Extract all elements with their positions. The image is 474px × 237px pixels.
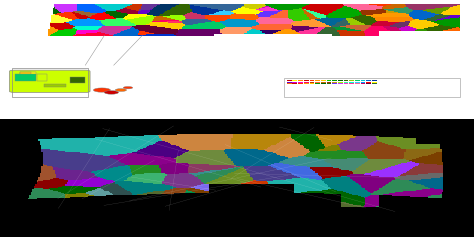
Bar bbox=[70, 77, 85, 83]
Bar bbox=[338, 82, 343, 83]
Bar bbox=[332, 80, 337, 81]
Bar bbox=[372, 83, 377, 84]
Bar bbox=[310, 83, 314, 84]
Bar bbox=[366, 83, 371, 84]
Bar bbox=[321, 80, 326, 81]
Bar bbox=[287, 80, 292, 81]
FancyBboxPatch shape bbox=[9, 70, 90, 92]
Bar bbox=[298, 82, 303, 83]
Bar bbox=[315, 82, 320, 83]
Circle shape bbox=[123, 87, 133, 89]
Circle shape bbox=[115, 89, 127, 91]
Bar bbox=[361, 82, 365, 83]
Bar bbox=[15, 74, 36, 81]
Bar bbox=[338, 80, 343, 81]
Bar bbox=[315, 83, 320, 84]
Bar bbox=[321, 82, 326, 83]
Circle shape bbox=[104, 91, 118, 94]
Bar bbox=[292, 82, 297, 83]
Bar bbox=[361, 80, 365, 81]
Bar bbox=[327, 83, 331, 84]
Bar bbox=[292, 80, 297, 81]
Bar bbox=[355, 83, 360, 84]
Bar bbox=[287, 83, 292, 84]
Bar bbox=[284, 78, 460, 97]
Circle shape bbox=[93, 88, 110, 92]
Bar bbox=[344, 80, 348, 81]
Bar bbox=[304, 82, 309, 83]
Bar bbox=[310, 82, 314, 83]
Bar bbox=[349, 82, 354, 83]
Bar bbox=[37, 74, 46, 81]
Bar bbox=[355, 82, 360, 83]
Bar bbox=[332, 83, 337, 84]
Bar bbox=[372, 82, 377, 83]
Bar bbox=[372, 80, 377, 81]
Bar bbox=[344, 83, 348, 84]
Bar bbox=[361, 83, 365, 84]
Bar bbox=[366, 82, 371, 83]
Bar bbox=[327, 82, 331, 83]
Bar bbox=[344, 82, 348, 83]
Bar bbox=[366, 80, 371, 81]
Bar bbox=[292, 83, 297, 84]
Bar bbox=[45, 84, 66, 87]
Bar bbox=[298, 80, 303, 81]
Bar bbox=[338, 83, 343, 84]
Bar bbox=[349, 80, 354, 81]
Bar bbox=[19, 72, 36, 75]
Bar bbox=[349, 83, 354, 84]
Bar bbox=[287, 82, 292, 83]
Bar bbox=[304, 83, 309, 84]
Bar bbox=[327, 80, 331, 81]
Bar bbox=[355, 80, 360, 81]
Bar bbox=[20, 73, 31, 78]
Bar bbox=[321, 83, 326, 84]
Bar bbox=[298, 83, 303, 84]
Bar bbox=[304, 80, 309, 81]
Bar bbox=[315, 80, 320, 81]
Bar bbox=[310, 80, 314, 81]
Bar bbox=[332, 82, 337, 83]
